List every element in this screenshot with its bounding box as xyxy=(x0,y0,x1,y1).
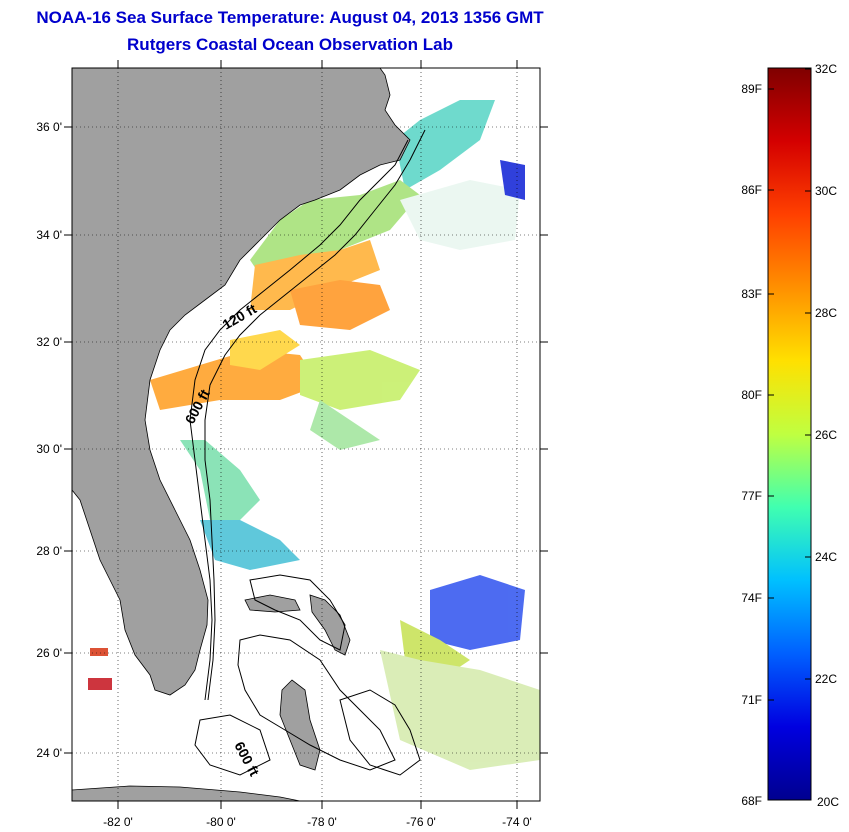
colorbar-c-label: 30C xyxy=(815,184,837,198)
land-cuba xyxy=(72,785,301,801)
sst-patch xyxy=(430,575,525,650)
lat-label: 30 0' xyxy=(36,442,62,456)
colorbar-f-label: 71F xyxy=(741,693,762,707)
colorbar-f-label: 68F xyxy=(741,794,762,808)
lon-label: -80 0' xyxy=(206,815,236,829)
colorbar-f-label: 74F xyxy=(741,591,762,605)
map-title: NOAA-16 Sea Surface Temperature: August … xyxy=(36,8,544,27)
sst-patch xyxy=(180,440,260,520)
sst-patch xyxy=(250,240,380,310)
sst-patch xyxy=(380,650,540,770)
colorbar-c-label: 24C xyxy=(815,550,837,564)
colorbar-f-label: 86F xyxy=(741,183,762,197)
sst-patch xyxy=(395,100,495,190)
colorbar-scale xyxy=(767,67,812,801)
map-subtitle: Rutgers Coastal Ocean Observation Lab xyxy=(127,35,453,54)
lat-label: 26 0' xyxy=(36,646,62,660)
lat-label: 34 0' xyxy=(36,228,62,242)
sst-patch xyxy=(250,180,420,275)
colorbar-c-label: 22C xyxy=(815,672,837,686)
colorbar-c-label: 32C xyxy=(815,62,837,76)
bathymetry-contours xyxy=(189,129,426,776)
sst-patch xyxy=(150,350,320,410)
sst-patch xyxy=(300,350,420,410)
land-mainland xyxy=(72,68,411,696)
lat-label: 28 0' xyxy=(36,544,62,558)
lon-label: -74 0' xyxy=(502,815,532,829)
land-bahamas-andros xyxy=(279,679,321,771)
lon-label: -82 0' xyxy=(103,815,133,829)
lon-tick-marks xyxy=(117,60,518,809)
map-panel xyxy=(72,68,540,801)
lat-label: 36 0' xyxy=(36,120,62,134)
colorbar-f-label: 89F xyxy=(741,82,762,96)
sst-patch xyxy=(88,678,112,690)
colorbar: 89F 86F 83F 80F 77F 74F 71F 68F 32C 30C … xyxy=(741,62,839,809)
lat-label: 32 0' xyxy=(36,335,62,349)
colorbar-f-ticks xyxy=(768,68,811,701)
colorbar-f-label: 77F xyxy=(741,489,762,503)
colorbar-f-label: 83F xyxy=(741,287,762,301)
sst-patch xyxy=(500,160,525,200)
colorbar-c-label: 20C xyxy=(817,795,839,809)
colorbar-f-label: 80F xyxy=(741,388,762,402)
sst-patch xyxy=(200,520,300,570)
lon-label: -78 0' xyxy=(307,815,337,829)
sst-patch xyxy=(290,280,390,330)
sst-patch xyxy=(230,330,300,370)
colorbar-c-label: 28C xyxy=(815,306,837,320)
sst-patch xyxy=(400,180,520,250)
sst-patch xyxy=(310,400,380,450)
land-bahamas-grandbahama xyxy=(244,594,301,613)
land-bahamas-abaco xyxy=(309,594,351,656)
lat-label: 24 0' xyxy=(36,746,62,760)
lon-label: -76 0' xyxy=(406,815,436,829)
colorbar-c-label: 26C xyxy=(815,428,837,442)
sst-patch xyxy=(90,648,108,656)
sst-data xyxy=(88,100,540,770)
map-frame xyxy=(71,67,541,802)
lat-tick-marks xyxy=(64,126,548,754)
